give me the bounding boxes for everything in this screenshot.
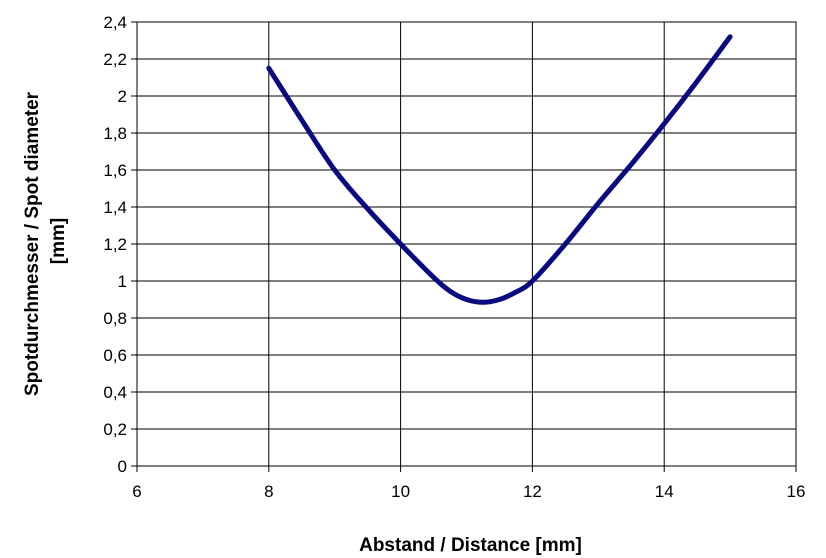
series-layer <box>266 34 733 305</box>
x-axis-title: Abstand / Distance [mm] <box>359 535 582 556</box>
y-tick-label: 2,2 <box>103 50 127 69</box>
y-tick-label: 1,4 <box>103 198 127 217</box>
x-tick-label: 10 <box>391 482 410 501</box>
x-tick-label: 6 <box>132 482 141 501</box>
x-tick-label: 8 <box>264 482 273 501</box>
y-tick-label: 0,4 <box>103 383 127 402</box>
x-tick-label: 12 <box>523 482 542 501</box>
grid-lines <box>136 21 797 467</box>
y-tick-label: 2 <box>118 87 127 106</box>
x-tick-label: 16 <box>787 482 806 501</box>
x-tick-label: 14 <box>655 482 674 501</box>
y-tick-label: 0,8 <box>103 309 127 328</box>
y-tick-label: 1,2 <box>103 235 127 254</box>
y-tick-label: 0 <box>118 457 127 476</box>
y-axis-title-line2: [mm] <box>48 218 69 264</box>
y-tick-label: 1,8 <box>103 124 127 143</box>
y-tick-label: 0,6 <box>103 346 127 365</box>
y-tick-label: 1 <box>118 272 127 291</box>
x-axis-ticks: 6 8 10 12 14 16 <box>132 466 805 501</box>
series-line <box>266 34 733 305</box>
y-tick-label: 2,4 <box>103 13 127 32</box>
y-axis-ticks: 0 0,2 0,4 0,6 0,8 1 1,2 1,4 1,6 1,8 2 2,2 2,4 <box>103 13 137 476</box>
y-axis-title-line1: Spotdurchmesser / Spot diameter <box>22 91 43 396</box>
y-tick-label: 1,6 <box>103 161 127 180</box>
y-tick-label: 0,2 <box>103 420 127 439</box>
